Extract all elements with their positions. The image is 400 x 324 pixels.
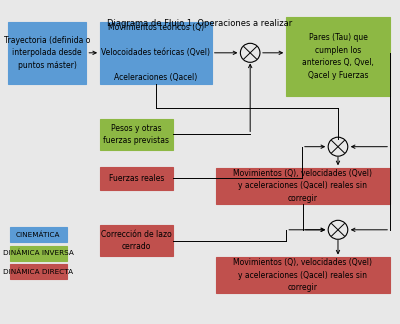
Text: Pesos y otras
fuerzas previstas: Pesos y otras fuerzas previstas bbox=[103, 124, 169, 145]
FancyBboxPatch shape bbox=[216, 258, 390, 293]
FancyBboxPatch shape bbox=[100, 225, 172, 256]
FancyBboxPatch shape bbox=[100, 119, 172, 150]
Text: Pares (Tau) que
cumplen los
anteriores Q, Qvel,
Qacel y Fuerzas: Pares (Tau) que cumplen los anteriores Q… bbox=[302, 33, 374, 80]
Text: Movimientos teóricos (Q)

Velocoidades teóricas (Qvel)

Aceleraciones (Qacel): Movimientos teóricos (Q) Velocoidades te… bbox=[101, 23, 210, 82]
Text: Diagrama de Flujo 1. Operaciones a realizar: Diagrama de Flujo 1. Operaciones a reali… bbox=[107, 19, 293, 28]
Text: DINÁMICA DIRECTA: DINÁMICA DIRECTA bbox=[3, 268, 73, 275]
Text: Corrección de lazo
cerrado: Corrección de lazo cerrado bbox=[101, 230, 172, 251]
Text: Movimientos (Q), velocidades (Qvel)
y aceleraciones (Qacel) reales sin
corregir: Movimientos (Q), velocidades (Qvel) y ac… bbox=[234, 258, 372, 292]
Text: DINÁMICA INVERSA: DINÁMICA INVERSA bbox=[3, 250, 74, 256]
FancyBboxPatch shape bbox=[100, 22, 212, 84]
Text: Movimientos (Q), velocidades (Qvel)
y aceleraciones (Qacel) reales sin
corregir: Movimientos (Q), velocidades (Qvel) y ac… bbox=[234, 169, 372, 203]
Text: CINEMÁTICA: CINEMÁTICA bbox=[16, 231, 60, 238]
FancyBboxPatch shape bbox=[216, 168, 390, 204]
FancyBboxPatch shape bbox=[10, 227, 67, 242]
FancyBboxPatch shape bbox=[10, 246, 67, 260]
Text: Trayectoria (definida o
interpolada desde
puntos máster): Trayectoria (definida o interpolada desd… bbox=[4, 36, 90, 70]
Text: Fuerzas reales: Fuerzas reales bbox=[109, 174, 164, 183]
FancyBboxPatch shape bbox=[8, 22, 86, 84]
FancyBboxPatch shape bbox=[286, 17, 390, 96]
FancyBboxPatch shape bbox=[10, 264, 67, 279]
FancyBboxPatch shape bbox=[100, 167, 172, 190]
